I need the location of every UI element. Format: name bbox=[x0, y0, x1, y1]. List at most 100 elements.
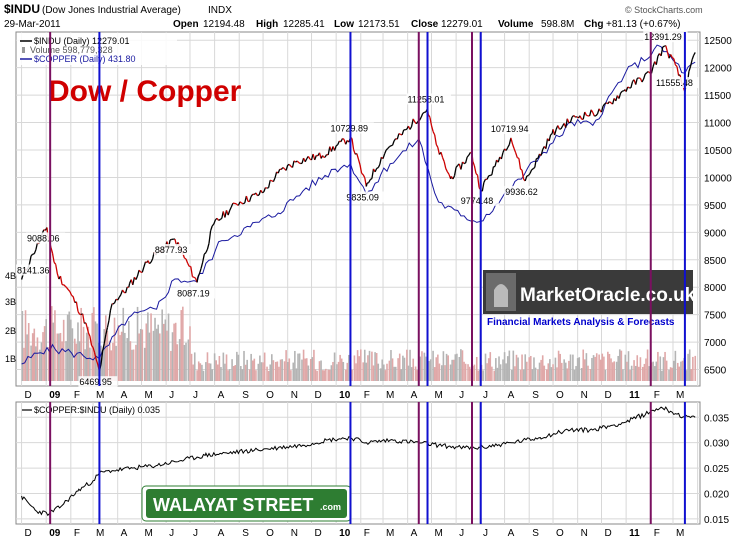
volume-bar bbox=[121, 332, 123, 381]
indu-segment bbox=[219, 220, 221, 221]
volume-bar bbox=[425, 357, 427, 381]
volume-bar bbox=[138, 333, 140, 381]
volume-bar bbox=[619, 349, 621, 381]
volume-bar bbox=[280, 360, 282, 381]
price-annotation: 11258.01 bbox=[408, 94, 445, 104]
volume-bar bbox=[103, 329, 105, 381]
volume-bar bbox=[157, 325, 159, 381]
volume-bar bbox=[182, 307, 184, 381]
indu-segment bbox=[637, 78, 639, 79]
volume-bar bbox=[428, 361, 430, 381]
volume-bar bbox=[421, 351, 423, 381]
market-oracle-subtitle: Financial Markets Analysis & Forecasts bbox=[487, 317, 675, 328]
volume-bar bbox=[357, 350, 359, 381]
volume-bar bbox=[502, 359, 504, 381]
indu-segment bbox=[194, 277, 196, 278]
date-tick-label: M bbox=[676, 390, 684, 401]
date-tick-label: M bbox=[434, 390, 442, 401]
indu-segment bbox=[521, 169, 523, 170]
volume-bar bbox=[150, 313, 152, 381]
volume-bar bbox=[316, 371, 318, 381]
volume-bar bbox=[430, 359, 432, 381]
date-tick-label: A bbox=[411, 528, 418, 539]
date-tick-label: 11 bbox=[629, 528, 640, 539]
volume-bar bbox=[115, 346, 117, 381]
indu-segment bbox=[663, 46, 665, 47]
volume-bar bbox=[488, 358, 490, 381]
lower-panel-frame bbox=[16, 402, 700, 524]
volume-bar bbox=[556, 367, 558, 381]
date-tick-label: A bbox=[121, 528, 128, 539]
date-tick-label: F bbox=[364, 528, 370, 539]
volume-bar bbox=[435, 357, 437, 381]
volume-bar bbox=[383, 365, 385, 381]
volume-tick-label: 3B bbox=[5, 297, 16, 307]
date-tick-label: M bbox=[145, 390, 153, 401]
volume-bar bbox=[93, 307, 95, 381]
volume-bar bbox=[686, 370, 688, 381]
volume-bar bbox=[395, 367, 397, 381]
volume-bar bbox=[385, 370, 387, 381]
volume-bar bbox=[249, 369, 251, 381]
indu-segment bbox=[527, 176, 529, 177]
volume-bar bbox=[207, 352, 209, 381]
volume-bar bbox=[219, 356, 221, 381]
volume-bar bbox=[192, 365, 194, 381]
volume-bar bbox=[58, 334, 60, 381]
volume-bar bbox=[654, 366, 656, 381]
date-tick-label: F bbox=[654, 390, 660, 401]
volume-bar bbox=[390, 350, 392, 381]
volume-bar bbox=[690, 369, 692, 381]
indu-segment bbox=[464, 163, 466, 164]
volume-bar bbox=[306, 358, 308, 381]
volume-bar bbox=[329, 370, 331, 381]
volume-bar bbox=[381, 359, 383, 381]
volume-bar bbox=[373, 365, 375, 381]
volume-bar bbox=[540, 360, 542, 381]
volume-bar bbox=[537, 369, 539, 381]
walayat-text: WALAYAT STREET bbox=[153, 495, 313, 515]
market-oracle-title: MarketOracle.co.uk bbox=[520, 285, 696, 306]
volume-bar bbox=[131, 350, 133, 381]
price-axis: 6500700075008000850090009500100001050011… bbox=[704, 36, 732, 376]
volume-bar bbox=[360, 349, 362, 381]
volume-bar bbox=[74, 339, 76, 381]
volume-bar bbox=[524, 354, 526, 381]
volume-bar bbox=[535, 368, 537, 381]
volume-bar bbox=[323, 370, 325, 381]
volume-bar bbox=[159, 333, 161, 381]
indu-segment bbox=[586, 115, 588, 116]
volume-bar bbox=[603, 357, 605, 381]
volume-bar bbox=[332, 362, 334, 381]
volume-bar bbox=[217, 365, 219, 381]
volume-bar bbox=[555, 358, 557, 381]
volume-bar bbox=[163, 324, 165, 381]
volume-bar bbox=[411, 367, 413, 381]
date-tick-label: M bbox=[96, 390, 104, 401]
volume-bar bbox=[598, 355, 600, 381]
volume-bar bbox=[521, 355, 523, 381]
volume-bar bbox=[153, 331, 155, 381]
volume-bar bbox=[196, 370, 198, 381]
volume-bar bbox=[23, 348, 25, 381]
volume-bar bbox=[532, 369, 534, 381]
volume-bar bbox=[648, 366, 650, 381]
exchange: INDX bbox=[208, 5, 232, 16]
volume-bar bbox=[680, 362, 682, 381]
date-tick-label: D bbox=[315, 528, 322, 539]
ratio-tick-label: 0.020 bbox=[704, 490, 729, 501]
volume-bar bbox=[546, 370, 548, 381]
date-tick-label: O bbox=[266, 390, 274, 401]
volume-bar bbox=[33, 329, 35, 381]
indu-segment bbox=[129, 283, 130, 287]
volume-bar bbox=[325, 369, 327, 381]
volume-bar bbox=[609, 354, 611, 381]
volume-bar bbox=[25, 310, 27, 381]
volume-bar bbox=[223, 353, 225, 381]
volume-bar bbox=[447, 355, 449, 381]
volume-bar bbox=[462, 350, 464, 381]
date-tick-label: O bbox=[266, 528, 274, 539]
volume-bar bbox=[234, 365, 236, 381]
volume-bar bbox=[600, 360, 602, 381]
volume-bar bbox=[336, 364, 338, 381]
